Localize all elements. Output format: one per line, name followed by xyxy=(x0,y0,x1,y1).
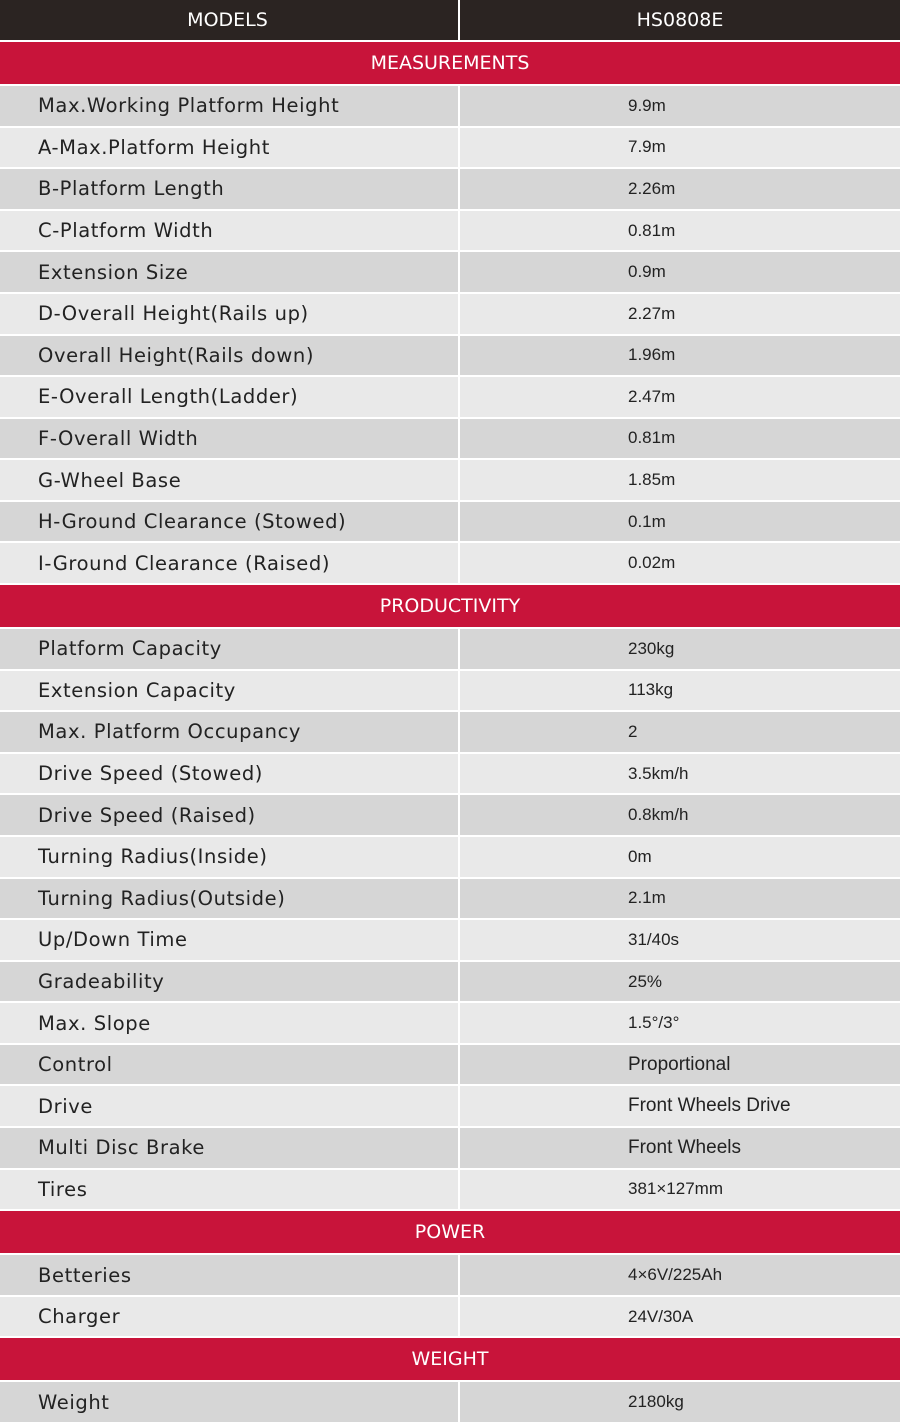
spec-value: 113kg xyxy=(458,670,900,711)
spec-value: 0.81m xyxy=(458,418,900,459)
spec-value: Proportional xyxy=(458,1044,900,1085)
spec-value: 7.9m xyxy=(458,127,900,168)
spec-row: Drive Speed (Stowed) 3.5km/h xyxy=(0,753,900,794)
spec-label: Charger xyxy=(38,1305,121,1329)
spec-label: Extension Capacity xyxy=(38,678,236,702)
spec-label: Tires xyxy=(38,1177,88,1201)
spec-label: C-Platform Width xyxy=(38,219,214,243)
spec-value: 25% xyxy=(458,961,900,1002)
spec-label: Gradeability xyxy=(38,970,165,993)
spec-value: 0m xyxy=(458,836,900,877)
spec-label: Up/Down Time xyxy=(38,928,188,952)
spec-label: F-Overall Width xyxy=(38,426,199,450)
section-title: POWER xyxy=(0,1211,900,1254)
spec-row: Drive Speed (Raised) 0.8km/h xyxy=(0,795,900,835)
spec-label: D-Overall Height(Rails up) xyxy=(38,302,309,326)
spec-value: 4×6V/225Ah xyxy=(458,1255,900,1295)
spec-row: Betteries 4×6V/225Ah xyxy=(0,1255,900,1295)
section-title: MEASUREMENTS xyxy=(0,42,900,84)
spec-value: 2.26m xyxy=(458,169,900,209)
spec-value: 0.1m xyxy=(458,501,900,542)
spec-row: Max.Working Platform Height 9.9m xyxy=(0,86,900,126)
spec-label: Drive Speed (Raised) xyxy=(38,803,256,827)
spec-label: Control xyxy=(38,1053,113,1077)
spec-value: 0.9m xyxy=(458,252,900,292)
spec-value: 0.81m xyxy=(458,210,900,251)
spec-row: Gradeability 25% xyxy=(0,961,900,1002)
spec-value: 2.1m xyxy=(458,878,900,919)
header-label: MODELS xyxy=(187,9,268,31)
spec-value: 1.5°/3° xyxy=(458,1003,900,1043)
spec-value: 2.27m xyxy=(458,293,900,334)
spec-row: A-Max.Platform Height 7.9m xyxy=(0,127,900,168)
spec-value: 2 xyxy=(458,712,900,752)
spec-row: Max. Platform Occupancy 2 xyxy=(0,712,900,752)
spec-label: Platform Capacity xyxy=(38,637,222,661)
spec-value: 9.9m xyxy=(458,86,900,126)
spec-row: Up/Down Time 31/40s xyxy=(0,920,900,960)
spec-label: G-Wheel Base xyxy=(38,468,182,492)
spec-label: B-Platform Length xyxy=(38,177,225,201)
spec-row: Platform Capacity 230kg xyxy=(0,629,900,669)
spec-row: Multi Disc Brake Front Wheels xyxy=(0,1128,900,1168)
spec-label: Extension Size xyxy=(38,260,189,284)
spec-label: Turning Radius(Inside) xyxy=(38,845,268,869)
spec-row: Charger 24V/30A xyxy=(0,1296,900,1337)
spec-label: Max. Platform Occupancy xyxy=(38,720,302,744)
spec-label: A-Max.Platform Height xyxy=(38,135,270,159)
spec-row: I-Ground Clearance (Raised) 0.02m xyxy=(0,543,900,584)
spec-value: 31/40s xyxy=(458,920,900,960)
spec-row: H-Ground Clearance (Stowed) 0.1m xyxy=(0,501,900,542)
spec-label: Drive xyxy=(38,1094,93,1118)
spec-label: Max. Slope xyxy=(38,1011,151,1035)
spec-label: Max.Working Platform Height xyxy=(38,94,340,118)
spec-label: I-Ground Clearance (Raised) xyxy=(38,551,331,575)
spec-value: 3.5km/h xyxy=(458,753,900,794)
spec-value: 2180kg xyxy=(458,1382,900,1422)
spec-row: Extension Size 0.9m xyxy=(0,252,900,292)
spec-label: Overall Height(Rails down) xyxy=(38,343,315,367)
spec-value: 0.02m xyxy=(458,543,900,584)
spec-row: Drive Front Wheels Drive xyxy=(0,1086,900,1127)
spec-value: Front Wheels xyxy=(458,1128,900,1168)
spec-value: 0.8km/h xyxy=(458,795,900,835)
spec-value: 1.85m xyxy=(458,460,900,500)
spec-row: G-Wheel Base 1.85m xyxy=(0,460,900,500)
spec-label: Betteries xyxy=(38,1263,132,1287)
spec-value: 1.96m xyxy=(458,335,900,376)
spec-row: Turning Radius(Outside) 2.1m xyxy=(0,878,900,919)
spec-row: D-Overall Height(Rails up) 2.27m xyxy=(0,293,900,334)
spec-label: H-Ground Clearance (Stowed) xyxy=(38,510,347,534)
section-title: WEIGHT xyxy=(0,1338,900,1381)
header-row: MODELS HS0808E xyxy=(0,0,900,40)
spec-row: Tires 381×127mm xyxy=(0,1169,900,1210)
spec-label: E-Overall Length(Ladder) xyxy=(38,385,299,409)
spec-row: Weight 2180kg xyxy=(0,1382,900,1422)
spec-value: 381×127mm xyxy=(458,1169,900,1210)
spec-row: Overall Height(Rails down) 1.96m xyxy=(0,335,900,376)
spec-row: Max. Slope 1.5°/3° xyxy=(0,1003,900,1043)
section-title: PRODUCTIVITY xyxy=(0,585,900,628)
spec-value: 230kg xyxy=(458,629,900,669)
spec-label: Turning Radius(Outside) xyxy=(38,886,286,910)
spec-row: Control Proportional xyxy=(0,1044,900,1085)
spec-label: Multi Disc Brake xyxy=(38,1136,205,1160)
spec-row: E-Overall Length(Ladder) 2.47m xyxy=(0,377,900,417)
spec-label: Weight xyxy=(38,1390,110,1414)
spec-label: Drive Speed (Stowed) xyxy=(38,762,264,786)
spec-row: Extension Capacity 113kg xyxy=(0,670,900,711)
spec-value: 24V/30A xyxy=(458,1296,900,1337)
spec-value: 2.47m xyxy=(458,377,900,417)
spec-row: C-Platform Width 0.81m xyxy=(0,210,900,251)
header-model: HS0808E xyxy=(458,0,900,40)
spec-value: Front Wheels Drive xyxy=(458,1086,900,1127)
spec-row: Turning Radius(Inside) 0m xyxy=(0,836,900,877)
spec-row: B-Platform Length 2.26m xyxy=(0,169,900,209)
spec-row: F-Overall Width 0.81m xyxy=(0,418,900,459)
